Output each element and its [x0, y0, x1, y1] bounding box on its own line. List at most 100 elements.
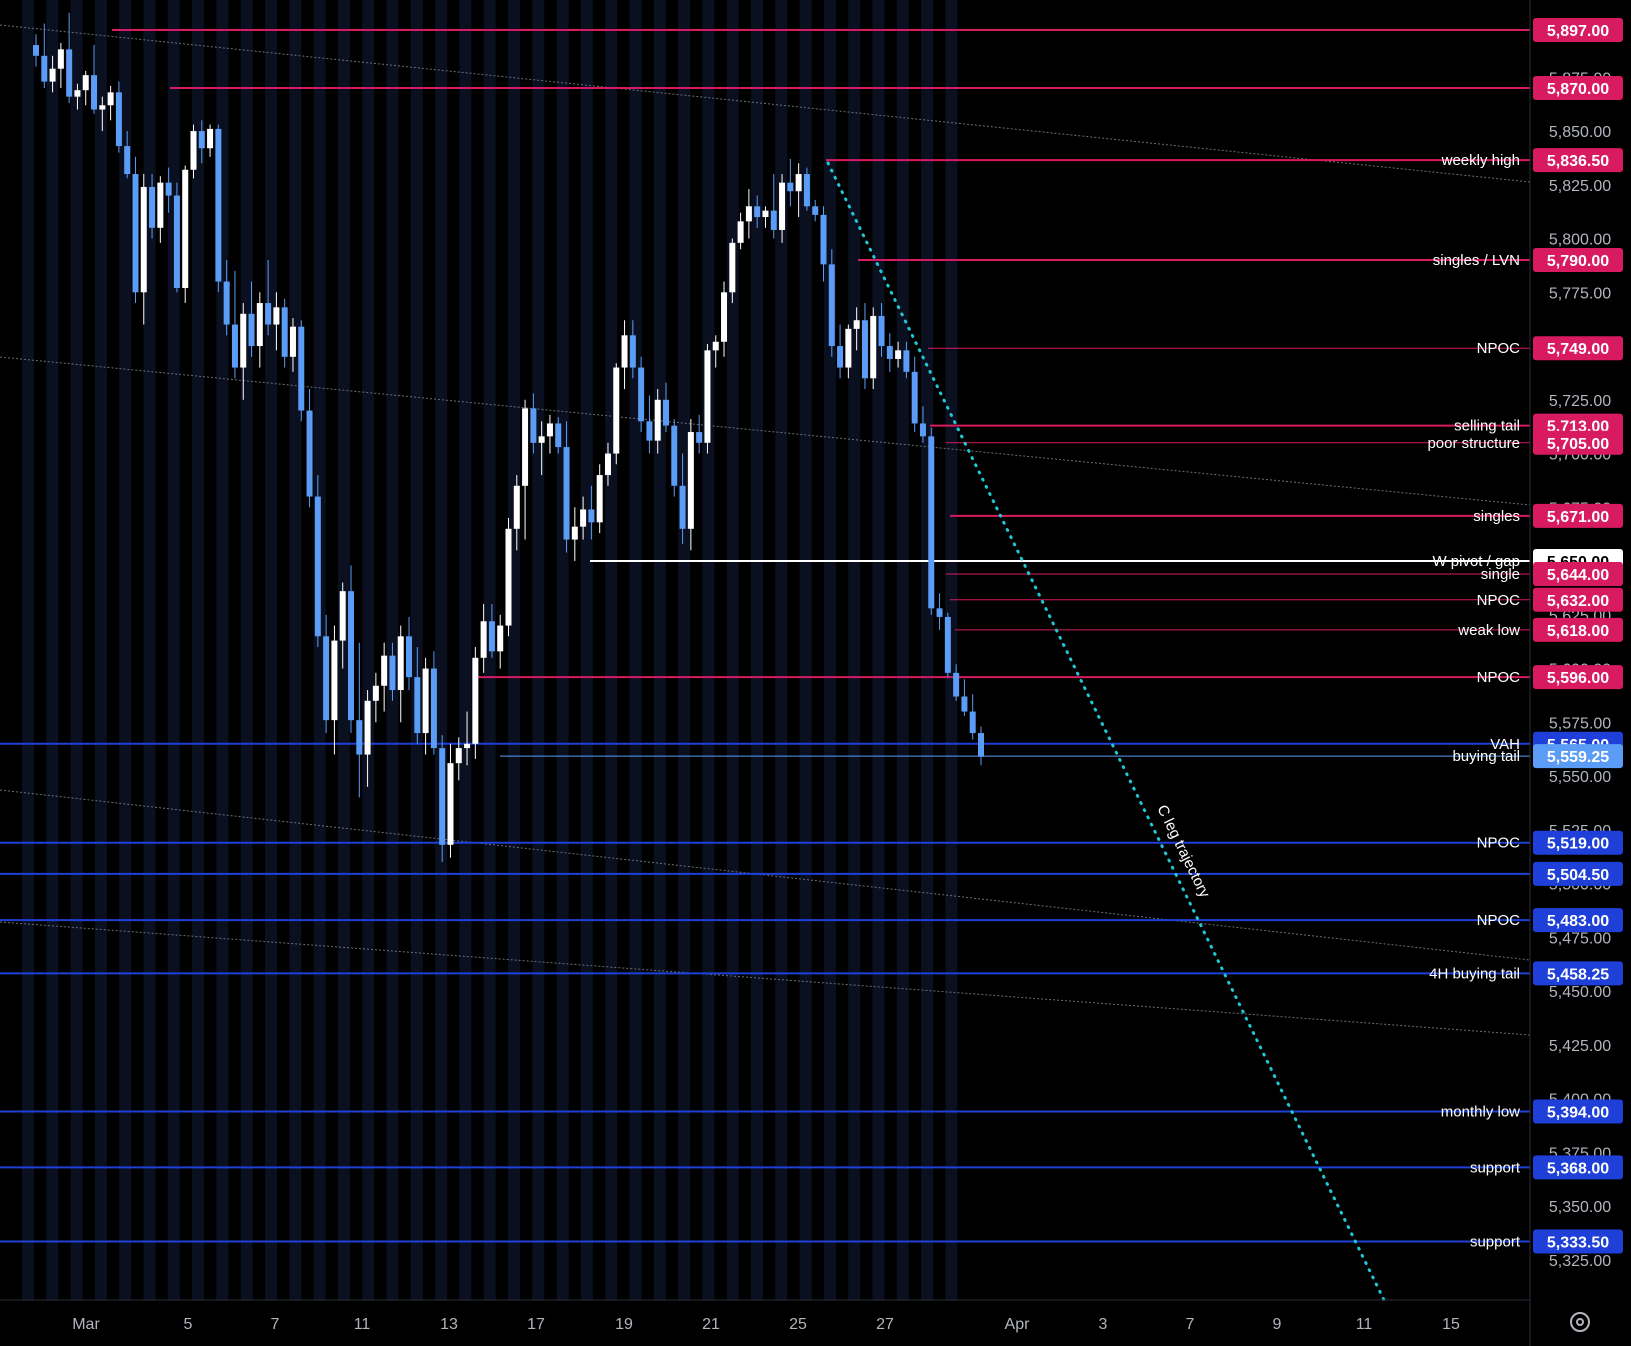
- candle-body: [546, 423, 553, 437]
- price-badge-text: 5,333.50: [1547, 1235, 1609, 1252]
- session-band: [508, 0, 520, 1300]
- session-band: [532, 0, 545, 1300]
- candle-body: [770, 210, 777, 230]
- candle-body: [522, 408, 529, 486]
- candle-body: [107, 92, 114, 106]
- y-tick-label: 5,575.00: [1549, 715, 1611, 732]
- session-band: [702, 0, 715, 1300]
- candle-body: [919, 423, 926, 437]
- price-badge: [1533, 1155, 1623, 1180]
- candle-body: [323, 636, 330, 721]
- candle-body: [911, 371, 918, 424]
- candle-body: [837, 346, 844, 368]
- candle-body: [124, 146, 131, 175]
- candle-body: [895, 350, 902, 359]
- candle-body: [538, 436, 545, 443]
- session-band: [240, 0, 253, 1300]
- candle-body: [629, 335, 636, 368]
- x-tick-label: 9: [1273, 1316, 1282, 1333]
- price-badge: [1533, 503, 1623, 528]
- candle-body: [654, 399, 661, 441]
- candle-body: [944, 616, 951, 673]
- price-badge-text: 5,559.25: [1547, 749, 1609, 766]
- candle-body: [961, 696, 968, 712]
- y-tick-label: 5,775.00: [1549, 285, 1611, 302]
- price-badge: [1533, 248, 1623, 273]
- price-badge: [1533, 1229, 1623, 1254]
- price-badge-text: 5,632.00: [1547, 593, 1609, 610]
- level-label: monthly low: [1441, 1103, 1520, 1120]
- candle-body: [754, 206, 761, 218]
- level-label: VAH: [1490, 736, 1520, 753]
- candle-body: [182, 169, 189, 288]
- session-band: [751, 0, 763, 1300]
- candle-body: [687, 432, 694, 529]
- candle-body: [215, 128, 222, 282]
- candle-body: [472, 657, 479, 744]
- session-band: [629, 0, 642, 1300]
- price-badge: [1533, 561, 1623, 586]
- time-axis: Mar 5 7 11 13 17 19 21 25 27 Apr 3 7 9 11 15: [0, 1299, 1590, 1333]
- candle-body: [298, 326, 305, 411]
- candle-body: [231, 324, 238, 368]
- candle-body: [886, 346, 893, 359]
- candle-body: [422, 668, 429, 734]
- level-label: selling tail: [1454, 418, 1520, 435]
- x-tick-label: Apr: [1005, 1316, 1031, 1333]
- c-leg-trajectory-label: C leg trajectory: [1153, 802, 1213, 901]
- candle-body: [729, 242, 736, 293]
- candle-body: [745, 206, 752, 222]
- x-tick-label: 17: [527, 1316, 545, 1333]
- candle-body: [936, 608, 943, 617]
- price-badge-text: 5,618.00: [1547, 623, 1609, 640]
- level-label: poor structure: [1427, 435, 1520, 452]
- price-badge-text: 5,504.50: [1547, 867, 1609, 884]
- x-tick-label: 3: [1099, 1316, 1108, 1333]
- session-band: [435, 0, 448, 1300]
- candle-body: [115, 92, 122, 147]
- session-band: [556, 0, 569, 1300]
- candle-body: [596, 475, 603, 523]
- settings-icon[interactable]: [1570, 1312, 1590, 1332]
- y-tick-label: 5,475.00: [1549, 930, 1611, 947]
- x-tick-label: 11: [1356, 1316, 1373, 1333]
- trend-line-4: [0, 921, 1531, 1036]
- candle-body: [928, 436, 935, 609]
- candle-body: [671, 425, 678, 486]
- level-label: NPOC: [1477, 592, 1521, 609]
- candle-body: [149, 186, 156, 228]
- price-badge-text: 5,749.00: [1547, 341, 1609, 358]
- candle-body: [173, 195, 180, 288]
- candle-body: [613, 367, 620, 454]
- candle-body: [497, 625, 504, 652]
- price-badge: [1533, 336, 1623, 361]
- price-badge-text: 5,897.00: [1547, 23, 1609, 40]
- session-band: [22, 0, 34, 1300]
- candle-body: [513, 485, 520, 529]
- candle-body: [721, 292, 728, 342]
- candle-body: [530, 408, 537, 443]
- candle-body: [41, 55, 48, 82]
- candle-body: [132, 174, 139, 293]
- candle-body: [273, 307, 280, 325]
- candle-body: [91, 75, 98, 110]
- level-label: W pivot / gap: [1432, 553, 1520, 570]
- price-badge: [1533, 665, 1623, 690]
- price-badge-text: 5,368.00: [1547, 1160, 1609, 1177]
- price-badge-text: 5,836.50: [1547, 153, 1609, 170]
- candle-body: [223, 281, 230, 325]
- candle-body: [66, 49, 73, 97]
- candle-body: [356, 720, 363, 755]
- candle-body: [779, 182, 786, 230]
- candle-body: [787, 182, 794, 192]
- candle-body: [248, 313, 255, 347]
- candle-body: [99, 105, 106, 110]
- price-badge-text: 5,870.00: [1547, 81, 1609, 98]
- y-tick-label: 5,850.00: [1549, 124, 1611, 141]
- price-badge: [1533, 617, 1623, 642]
- level-label: buying tail: [1452, 748, 1520, 765]
- trend-lines: [0, 24, 1531, 1036]
- candle-body: [265, 303, 272, 325]
- price-badge: [1533, 908, 1623, 933]
